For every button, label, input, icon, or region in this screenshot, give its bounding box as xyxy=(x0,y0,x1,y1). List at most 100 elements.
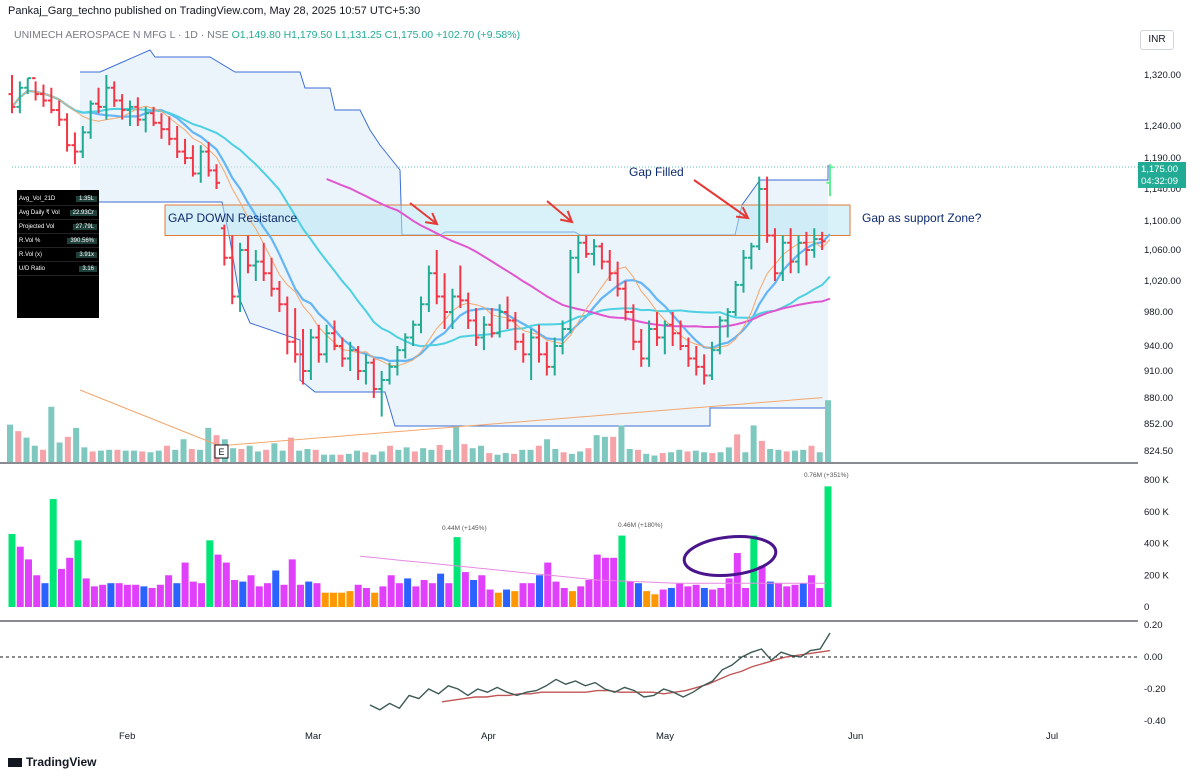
ohlc-bar xyxy=(747,242,755,270)
volume-bar xyxy=(725,578,733,607)
arrow-head xyxy=(735,206,750,220)
date-tick-label: May xyxy=(656,731,674,742)
date-tick-label: Jun xyxy=(848,731,863,742)
volume-bar xyxy=(156,584,164,607)
price-pane-volume-bar xyxy=(535,445,542,462)
ohlc-bar xyxy=(802,231,810,266)
ohlc-bar xyxy=(464,292,472,329)
volume-bar xyxy=(272,570,280,607)
ohlc-bar xyxy=(739,250,747,293)
volume-label-1: 0.44M (+145%) xyxy=(442,525,487,532)
ohlc-bar xyxy=(661,320,669,355)
volume-bar xyxy=(420,580,428,607)
stats-row: Avg Daily ₹ Vol 22.93Cr xyxy=(17,206,99,220)
indicator-tick-label: 0.00 xyxy=(1144,652,1163,663)
volume-bar xyxy=(676,583,684,607)
volume-average-line xyxy=(359,555,827,584)
volume-bar xyxy=(321,592,329,607)
volume-tick-label: 800 K xyxy=(1144,475,1169,486)
last-price-tag: 1,175.00 04:32:09 xyxy=(1138,162,1186,188)
volume-bar xyxy=(692,584,700,607)
ohlc-bar xyxy=(370,358,378,398)
ohlc-bar xyxy=(79,126,87,158)
stats-label: U/D Ratio xyxy=(19,265,46,272)
indicator-signal-line xyxy=(441,649,831,703)
ohlc-bar xyxy=(213,164,220,189)
tradingview-logo[interactable]: TradingView xyxy=(8,755,96,769)
volume-bar xyxy=(66,557,74,607)
price-pane-volume-bar xyxy=(395,449,402,462)
ohlc-bar xyxy=(47,87,55,114)
price-pane-volume-bar xyxy=(420,448,427,462)
price-pane-volume-bar xyxy=(246,445,253,462)
date-tick-label: Feb xyxy=(119,731,135,742)
price-pane-volume-bar xyxy=(577,451,584,462)
ohlc-bar xyxy=(433,250,441,305)
price-pane-volume-bar xyxy=(197,449,204,462)
symbol-name[interactable]: UNIMECH AEROSPACE N MFG L · 1D · NSE xyxy=(14,29,229,41)
price-tick-label: 1,060.00 xyxy=(1144,245,1181,256)
ohlc-bar xyxy=(118,94,126,120)
volume-bar xyxy=(659,589,667,607)
stats-value: 390.56% xyxy=(67,237,97,244)
volume-tick-label: 0 xyxy=(1144,602,1149,613)
earnings-marker[interactable] xyxy=(214,444,229,459)
price-pane-volume-bar xyxy=(337,454,344,462)
price-pane-volume-bar xyxy=(519,449,526,462)
price-tick-label: 910.00 xyxy=(1144,366,1173,377)
gap-filled-label: Gap Filled xyxy=(629,165,684,179)
indicator-tick-label: 0.20 xyxy=(1144,620,1163,631)
stats-label: Avg_Vol_21D xyxy=(19,195,56,202)
volume-bar xyxy=(552,581,560,607)
volume-bar xyxy=(329,592,337,607)
price-pane-volume-bar xyxy=(511,453,518,462)
price-pane-volume-bar xyxy=(378,451,385,462)
price-pane-volume-bar xyxy=(701,452,708,462)
ohlc-bar xyxy=(409,320,417,346)
volume-bar xyxy=(733,553,741,607)
volume-bar xyxy=(667,587,675,607)
ohlc-bar xyxy=(205,142,213,177)
ohlc-bar xyxy=(669,312,677,346)
price-pane-volume-bar xyxy=(651,455,658,462)
volume-bar xyxy=(206,540,214,607)
price-tag-countdown: 04:32:09 xyxy=(1141,176,1178,187)
moving-average-line xyxy=(11,90,831,367)
ohlc-bar xyxy=(102,75,110,120)
ohlc-bar xyxy=(307,329,315,380)
annotations: Gap Filled GAP DOWN Resistance Gap as su… xyxy=(168,165,982,577)
currency-button[interactable]: INR xyxy=(1140,30,1174,50)
ohlc-bar xyxy=(606,250,614,281)
tradingview-logo-icon xyxy=(8,758,22,768)
channel-fill xyxy=(80,50,828,426)
price-pane-volume-bar xyxy=(163,445,170,462)
price-pane-volume-bar xyxy=(122,450,129,462)
arrow-head xyxy=(424,212,439,226)
price-pane-volume-bar xyxy=(73,427,80,462)
ohlc-bar xyxy=(330,320,338,351)
ohlc-bar xyxy=(645,320,653,367)
volume-bar xyxy=(478,575,486,607)
ohlc-bar xyxy=(228,235,236,305)
volume-bar xyxy=(379,586,387,607)
price-pane-volume-bar xyxy=(775,449,782,462)
volume-bar xyxy=(148,587,156,607)
volume-bar xyxy=(503,589,511,607)
ohlc-bar xyxy=(818,231,826,250)
ohlc-bar xyxy=(32,77,40,101)
price-tick-label: 1,140.00 xyxy=(1144,184,1181,195)
price-pane-volume-bar xyxy=(155,450,162,462)
volume-bar xyxy=(412,586,420,607)
price-pane-volume-bar xyxy=(552,449,559,462)
price-pane-volume-bar xyxy=(750,425,757,462)
volume-bar xyxy=(527,583,535,607)
price-tick-label: 940.00 xyxy=(1144,341,1173,352)
price-tick-label: 1,020.00 xyxy=(1144,276,1181,287)
stats-value: 22.93Cr xyxy=(69,209,97,216)
ohlc-bar xyxy=(614,261,622,297)
volume-bar xyxy=(593,554,601,607)
volume-stats-table: Avg_Vol_21D 1.35L Avg Daily ₹ Vol 22.93Cr Pr… xyxy=(17,190,99,318)
volume-bar xyxy=(783,586,791,607)
channel-bands xyxy=(80,49,829,427)
